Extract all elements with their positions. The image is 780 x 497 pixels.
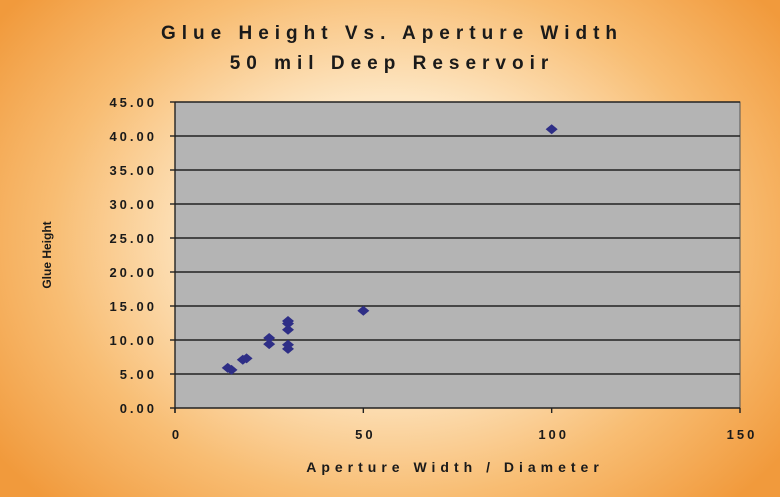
- data-point-8: [282, 324, 294, 335]
- data-point-1: [225, 364, 238, 375]
- y-tick-label: 15.00: [109, 299, 157, 314]
- data-point-5: [263, 332, 276, 343]
- chart-title: Glue Height Vs. Aperture Width: [161, 23, 623, 44]
- data-point-10: [282, 315, 294, 326]
- x-axis-title: Aperture Width / Diameter: [306, 459, 604, 475]
- y-tick-label: 30.00: [109, 197, 157, 212]
- x-tick-label: 50: [355, 427, 375, 442]
- gridlines: [170, 101, 741, 413]
- x-tick-label: 150: [727, 427, 758, 442]
- x-tick-label: 100: [538, 427, 569, 442]
- plot-area: [174, 101, 741, 409]
- data-point-4: [263, 339, 276, 350]
- data-point-3: [240, 353, 253, 364]
- y-tick-label: 40.00: [109, 129, 157, 144]
- data-point-7: [282, 339, 294, 350]
- data-points: [221, 124, 558, 375]
- y-tick-label: 25.00: [109, 231, 157, 246]
- data-point-11: [357, 305, 370, 316]
- y-tick-label: 45.00: [109, 95, 157, 110]
- chart-subtitle: 50 mil Deep Reservoir: [230, 53, 555, 74]
- y-axis-tick-labels: 0.00 5.00 10.00 15.00 20.00 25.00 30.00 35.00 40…: [109, 95, 157, 416]
- y-tick-label: 5.00: [120, 367, 157, 382]
- y-tick-label: 20.00: [109, 265, 157, 280]
- x-axis-tick-labels: 0 50 100 150: [172, 427, 758, 442]
- data-point-12: [545, 124, 558, 135]
- y-tick-label: 35.00: [109, 163, 157, 178]
- y-tick-label: 0.00: [120, 401, 157, 416]
- x-tick-label: 0: [172, 427, 182, 442]
- y-axis-title: Glue Height: [40, 221, 54, 288]
- y-tick-label: 10.00: [109, 333, 157, 348]
